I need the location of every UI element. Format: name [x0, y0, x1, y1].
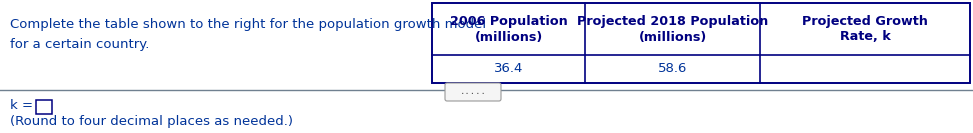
- Text: (Round to four decimal places as needed.): (Round to four decimal places as needed.…: [10, 115, 293, 128]
- Text: for a certain country.: for a certain country.: [10, 38, 150, 51]
- Text: k =: k =: [10, 99, 33, 112]
- Text: Rate, k: Rate, k: [840, 30, 890, 43]
- Bar: [432, 3, 970, 83]
- Text: 58.6: 58.6: [658, 63, 688, 76]
- Text: (millions): (millions): [638, 30, 706, 43]
- Text: 36.4: 36.4: [494, 63, 523, 76]
- Text: Complete the table shown to the right for the population growth model: Complete the table shown to the right fo…: [10, 18, 486, 31]
- Text: .....: .....: [459, 88, 486, 97]
- Text: (millions): (millions): [475, 30, 543, 43]
- FancyBboxPatch shape: [445, 83, 501, 101]
- Text: Projected Growth: Projected Growth: [802, 16, 928, 28]
- Bar: [36, 100, 52, 114]
- Text: Projected 2018 Population: Projected 2018 Population: [577, 16, 769, 28]
- Text: 2006 Population: 2006 Population: [450, 16, 567, 28]
